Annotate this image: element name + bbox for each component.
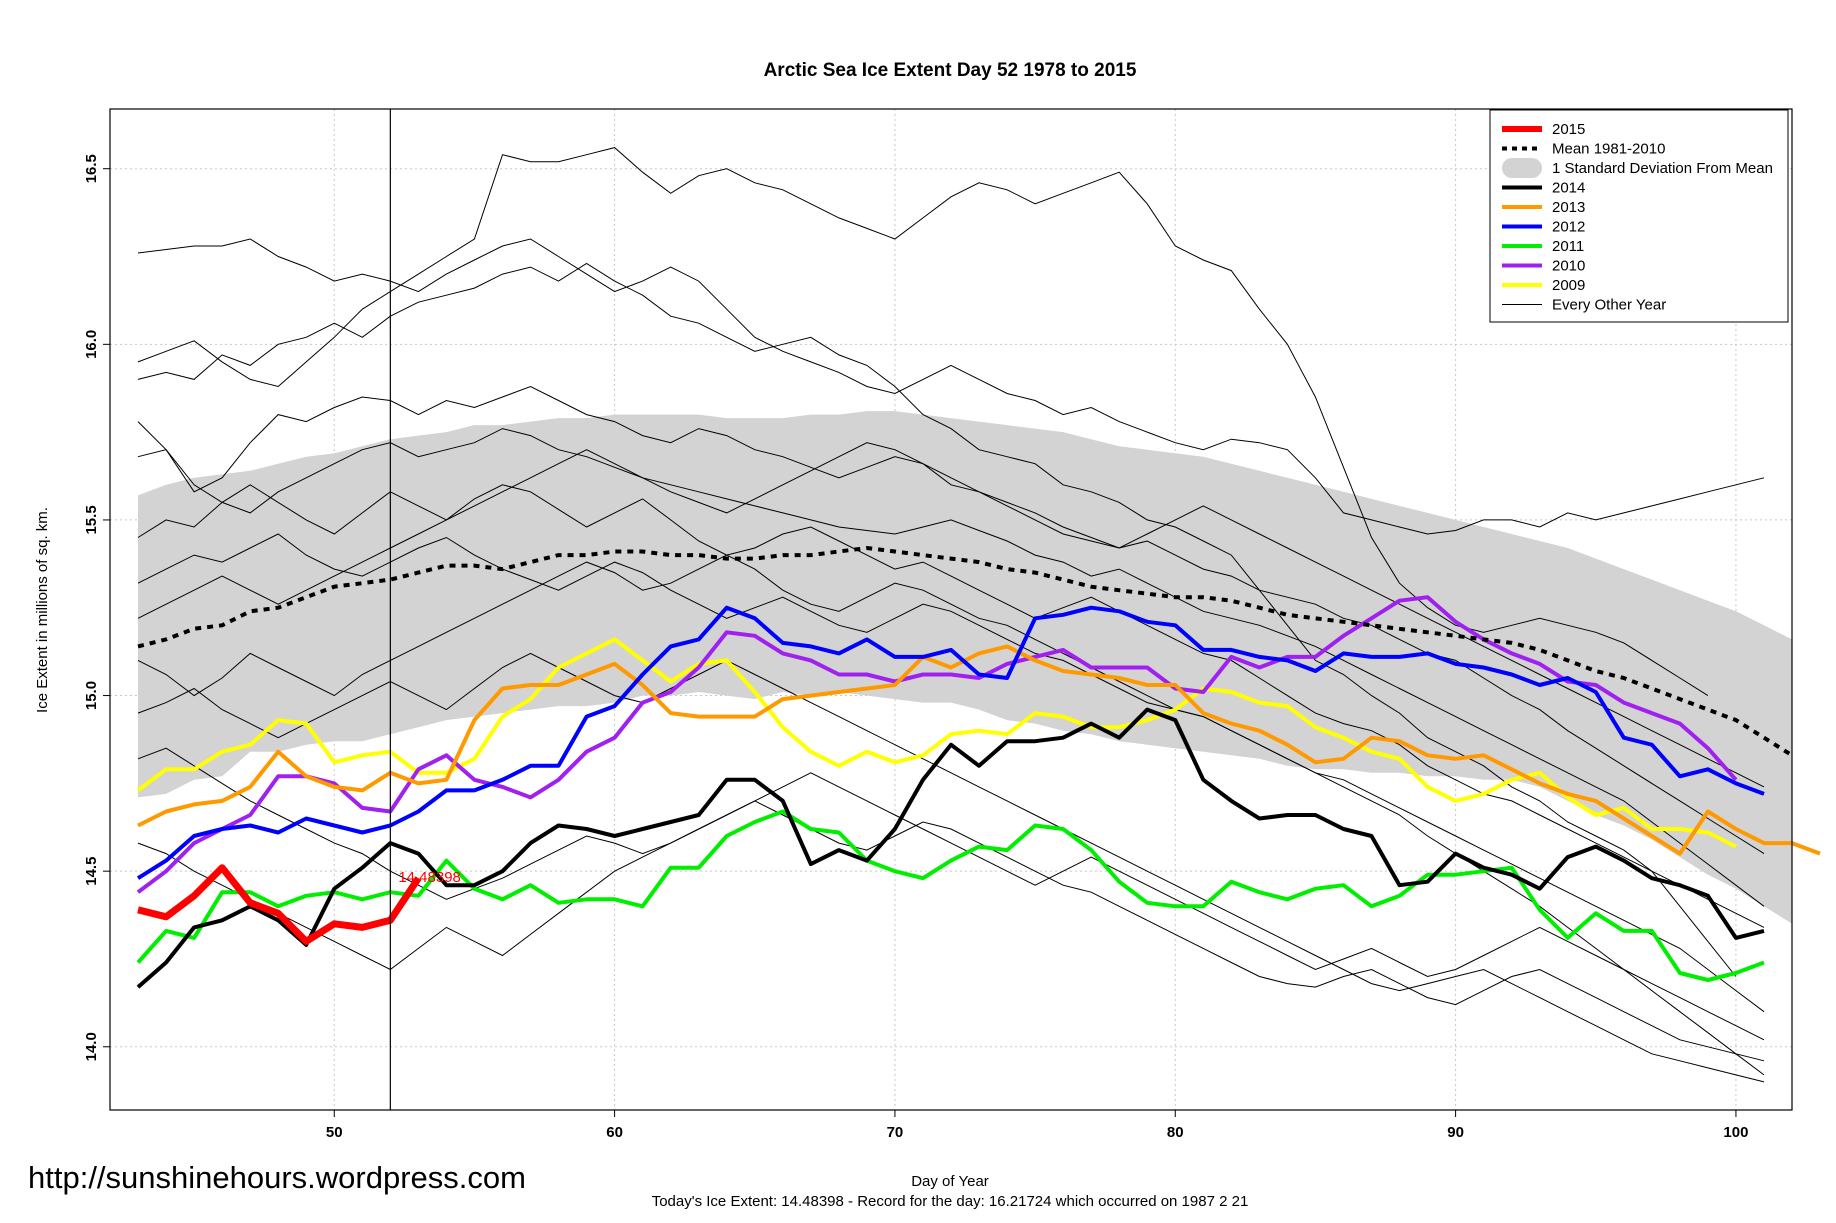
y-tick-label: 14.5 (83, 857, 100, 886)
other-year-line (137, 652, 1765, 1083)
y-tick-label: 16.5 (83, 154, 100, 183)
current-value-label: 14.48398 (398, 869, 461, 886)
legend-label: 2014 (1552, 180, 1585, 197)
x-tick-label: 70 (887, 1124, 904, 1141)
other-year-line (137, 385, 1765, 855)
watermark-url: http://sunshinehours.wordpress.com (28, 1160, 526, 1195)
x-tick-label: 80 (1167, 1124, 1184, 1141)
y-tick-label: 14.0 (83, 1032, 100, 1061)
x-tick-label: 100 (1723, 1124, 1748, 1141)
series-line-2014 (136, 707, 1765, 989)
series-line-2013 (137, 644, 1821, 856)
sd-band-area (138, 411, 1792, 924)
other-year-line (137, 442, 1765, 788)
highlight-years (136, 545, 1821, 989)
x-axis: 50 60 70 80 90 100 (326, 1110, 1748, 1141)
chart-title: Arctic Sea Ice Extent Day 52 1978 to 201… (764, 60, 1137, 81)
other-year-line (137, 533, 1765, 1013)
series-line-2011 (136, 809, 1765, 982)
series-line-2012 (136, 605, 1765, 880)
legend-label: Mean 1981-2010 (1552, 141, 1665, 158)
other-year-line (137, 484, 1765, 928)
series-line-2010 (136, 595, 1738, 894)
legend-label: 1 Standard Deviation From Mean (1552, 160, 1773, 177)
legend-label: 2010 (1552, 258, 1585, 275)
other-year-line (137, 747, 1765, 1062)
series-line-2009 (136, 637, 1737, 849)
y-tick-label: 15.5 (83, 505, 100, 534)
record-subtitle: Today's Ice Extent: 14.48398 - Record fo… (652, 1193, 1249, 1210)
other-year-line (137, 772, 1765, 1041)
legend: 2015 Mean 1981-2010 1 Standard Deviation F… (1489, 109, 1789, 323)
x-tick-label: 50 (326, 1124, 343, 1141)
y-tick-label: 16.0 (83, 330, 100, 359)
sd-band (138, 411, 1792, 924)
legend-label: 2011 (1552, 238, 1584, 255)
y-axis: 14.0 14.5 15.0 15.5 16.0 16.5 (83, 154, 110, 1061)
series-line-2015 (137, 864, 422, 945)
other-year-line (137, 428, 1765, 907)
legend-label: 2013 (1552, 199, 1585, 216)
legend-label: 2015 (1552, 121, 1585, 138)
y-tick-label: 15.0 (83, 681, 100, 710)
other-year-line (137, 554, 1765, 1076)
legend-swatch (1502, 158, 1542, 178)
x-tick-label: 60 (606, 1124, 623, 1141)
other-year-line (137, 147, 1709, 697)
legend-label: Every Other Year (1552, 297, 1666, 314)
legend-label: 2012 (1552, 219, 1585, 236)
y-axis-label: Ice Extent in millions of sq. km. (34, 507, 51, 713)
plot-frame (109, 108, 1793, 1111)
series-line-mean (137, 545, 1794, 757)
legend-label: 2009 (1552, 277, 1585, 294)
x-tick-label: 90 (1447, 1124, 1464, 1141)
x-axis-label: Day of Year (911, 1173, 989, 1190)
other-year-line (137, 238, 1765, 535)
